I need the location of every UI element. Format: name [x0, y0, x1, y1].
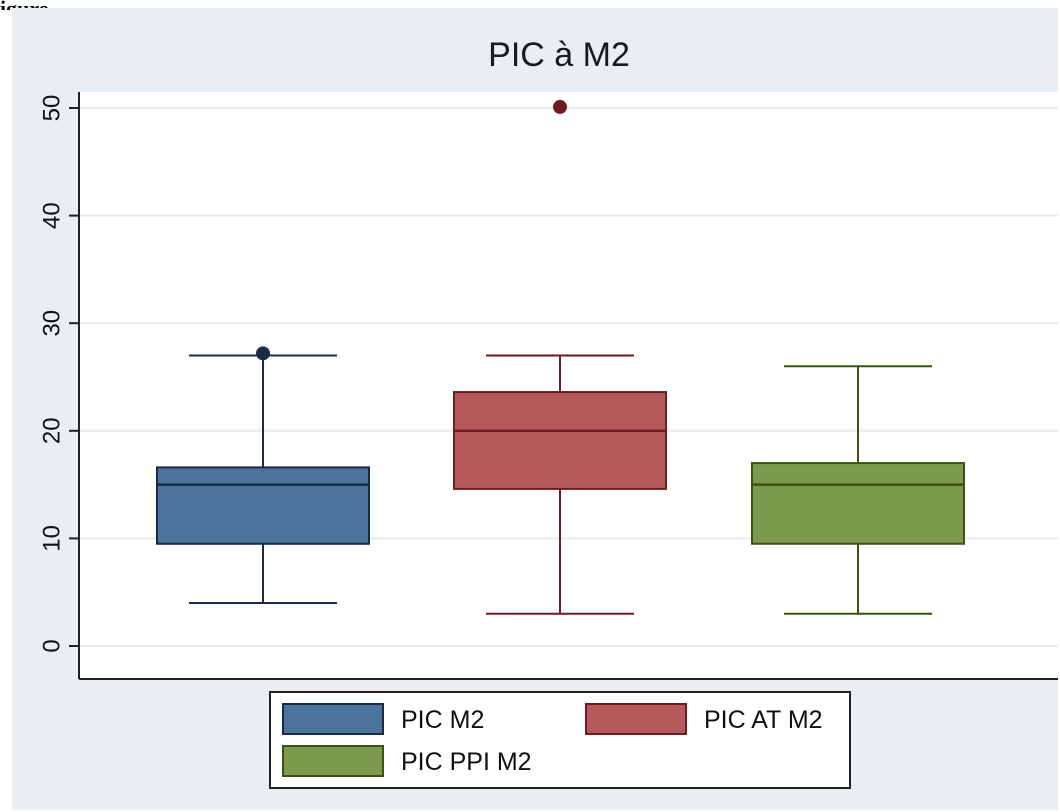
- legend-swatch: [282, 745, 384, 777]
- box-iqr: [751, 462, 965, 545]
- y-tick-label: 40: [38, 202, 65, 229]
- outlier-point: [553, 99, 567, 114]
- legend-item-2: PIC AT M2: [585, 703, 823, 735]
- chart-title: PIC à M2: [488, 36, 630, 74]
- legend-swatch: [585, 703, 687, 735]
- y-tick-label: 50: [38, 95, 65, 122]
- outlier-point: [256, 346, 270, 361]
- plot-background: [79, 92, 1058, 679]
- y-tick-label: 20: [38, 417, 65, 444]
- legend: PIC M2 PIC AT M2 PIC PPI M2: [269, 691, 851, 789]
- legend-item-3: PIC PPI M2: [282, 745, 532, 777]
- legend-label: PIC PPI M2: [401, 748, 532, 776]
- legend-label: PIC AT M2: [704, 706, 823, 734]
- box-3: [751, 365, 965, 615]
- box-iqr: [156, 466, 370, 545]
- plot-region: [79, 92, 1058, 679]
- box-1: [156, 346, 370, 604]
- y-tick-label: 10: [38, 525, 65, 552]
- y-tick-label: 0: [38, 639, 65, 652]
- y-tick-label: 30: [38, 310, 65, 337]
- legend-item-1: PIC M2: [282, 703, 484, 735]
- caption-fragment: igure: [0, 0, 48, 10]
- y-axis: 0 10 20 30 40 50: [38, 92, 1058, 680]
- legend-label: PIC M2: [401, 706, 484, 734]
- box-iqr: [453, 391, 667, 490]
- chart-frame: PIC à M2 0 10 20 30 40 50 PIC M2 PIC AT M2 PIC …: [12, 8, 1058, 810]
- box-2: [453, 99, 667, 615]
- boxes: [156, 99, 965, 615]
- legend-swatch: [282, 703, 384, 735]
